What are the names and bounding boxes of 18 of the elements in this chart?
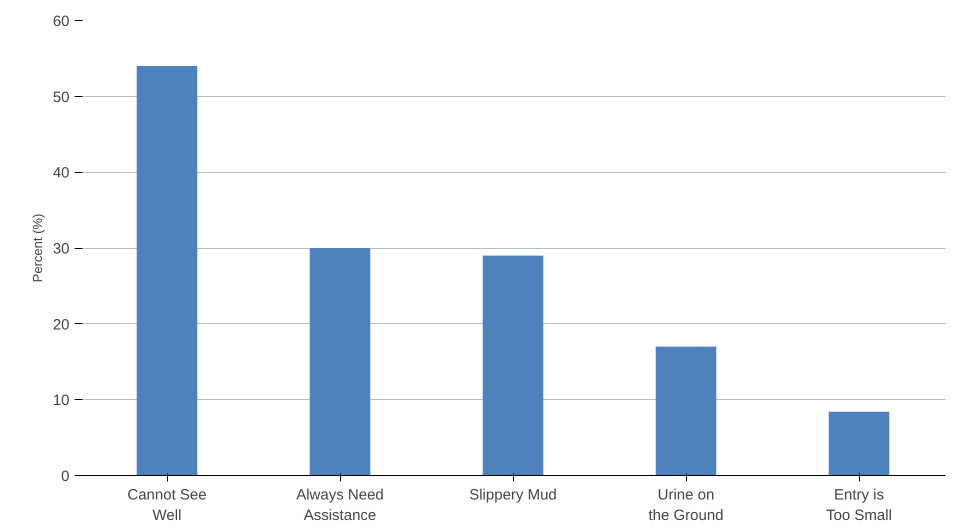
- y-tick-label: 50: [52, 88, 70, 106]
- bar: [310, 248, 370, 476]
- y-tick-label: 0: [61, 468, 70, 485]
- y-tick-label: 30: [52, 240, 70, 258]
- y-axis-title: Percent (%): [30, 214, 45, 282]
- x-tick-label: Entry is Too Small: [826, 486, 892, 524]
- y-tick-label: 40: [52, 164, 70, 182]
- x-tick-label: Urine on the Ground: [648, 486, 724, 524]
- bar: [136, 66, 198, 476]
- bar: [656, 346, 716, 476]
- x-tick-label: Always Need Assistance: [296, 486, 384, 524]
- bar: [828, 412, 890, 476]
- y-tick-label: 20: [52, 316, 70, 334]
- x-tick-label: Slippery Mud: [469, 486, 557, 504]
- y-tick-label: 10: [52, 392, 70, 410]
- bar: [482, 256, 544, 476]
- x-tick-label: Cannot See Well: [127, 486, 207, 524]
- y-tick-label: 60: [52, 13, 70, 30]
